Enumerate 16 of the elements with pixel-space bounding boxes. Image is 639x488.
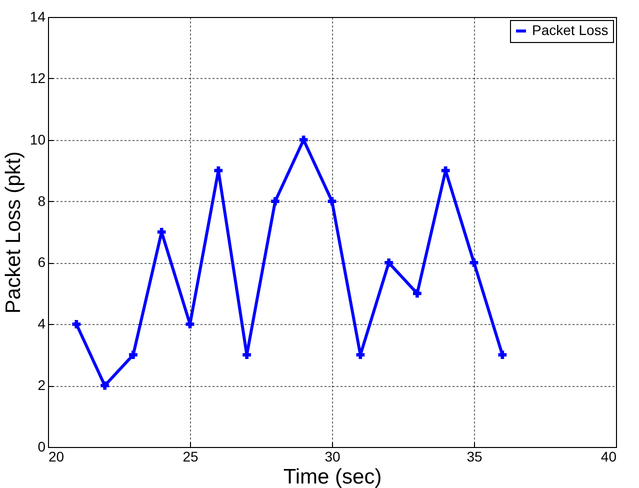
x-tick-label: 20 bbox=[48, 448, 64, 464]
legend-label: Packet Loss bbox=[532, 22, 608, 38]
x-tick-label: 35 bbox=[466, 448, 482, 464]
y-tick-label: 2 bbox=[38, 377, 46, 394]
y-tick-label: 14 bbox=[30, 8, 46, 24]
y-tick-label: 12 bbox=[30, 70, 46, 86]
y-tick-label: 0 bbox=[38, 438, 46, 454]
y-axis-title: Packet Loss (pkt) bbox=[2, 151, 25, 314]
x-tick-label: 40 bbox=[600, 448, 617, 464]
y-tick-label: 10 bbox=[30, 131, 46, 148]
y-tick-label: 6 bbox=[38, 254, 46, 270]
x-tick-label: 30 bbox=[324, 448, 340, 464]
y-tick-label: 4 bbox=[38, 316, 46, 332]
y-tick-label: 8 bbox=[38, 192, 46, 209]
x-tick-label: 25 bbox=[182, 448, 198, 464]
x-axis-title: Time (sec) bbox=[283, 466, 382, 488]
